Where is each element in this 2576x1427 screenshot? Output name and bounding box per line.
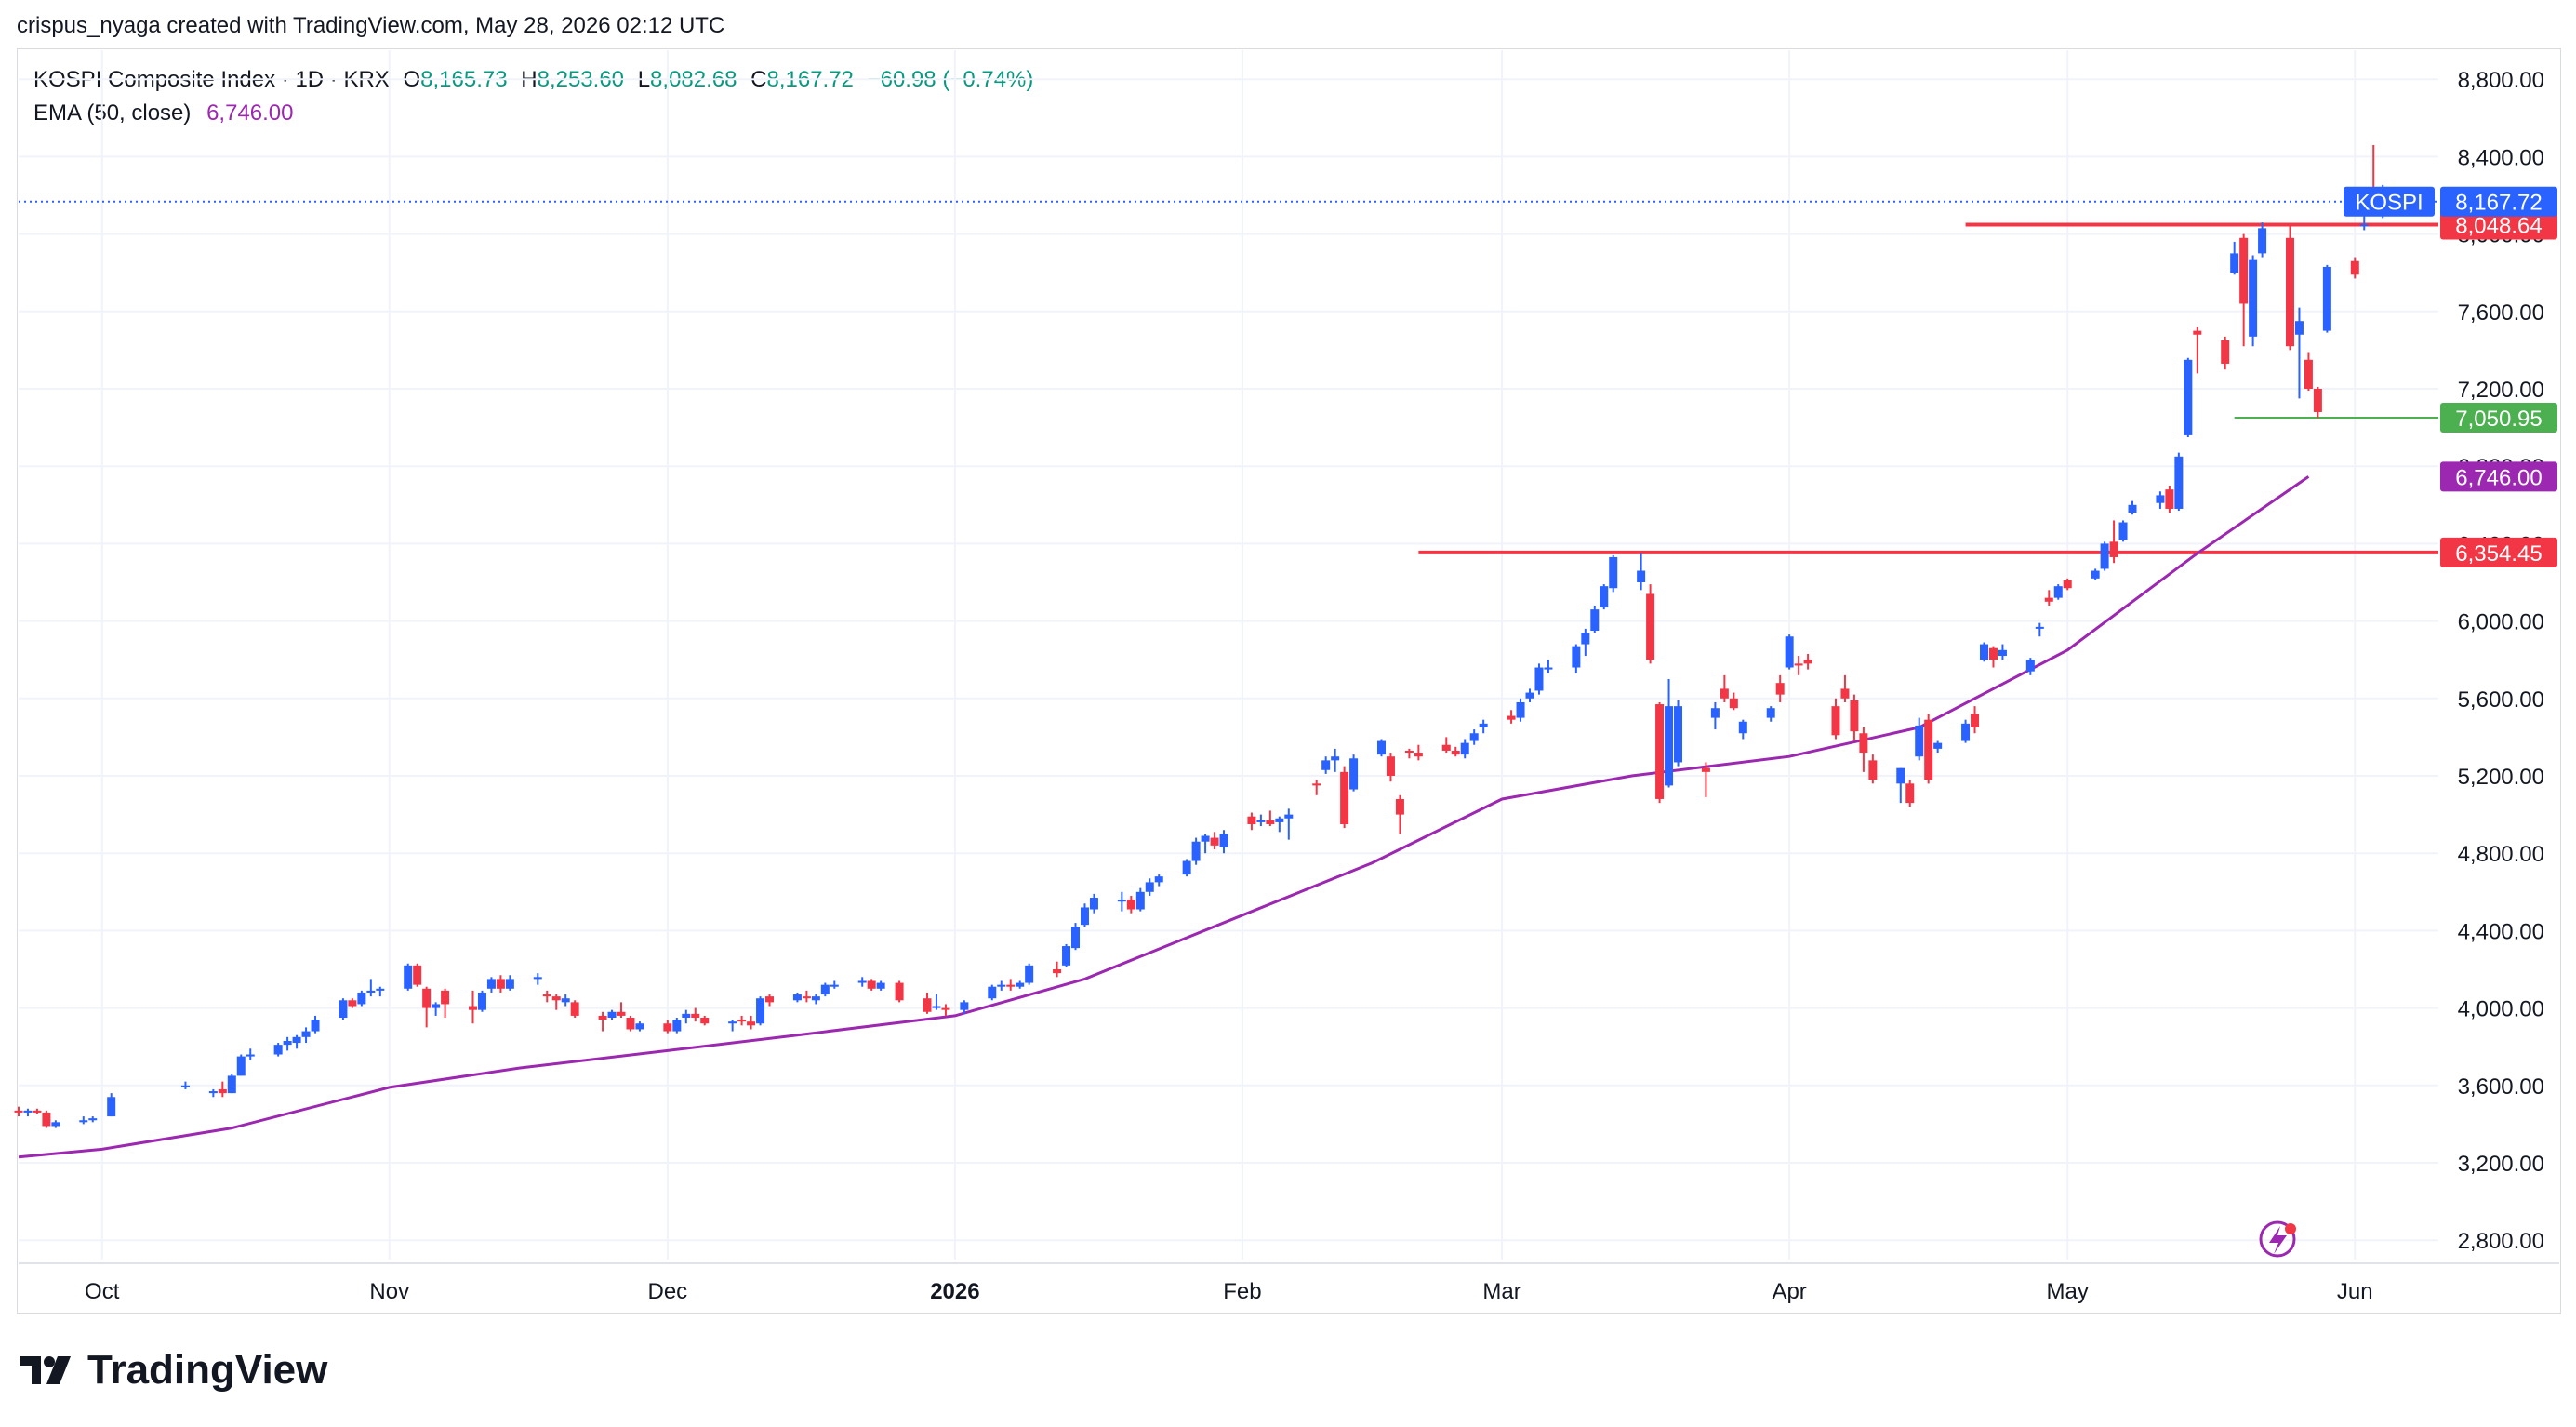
legend-close-label: C — [750, 67, 767, 92]
legend-ohlc-row: KOSPI Composite Index · 1D · KRX O8,165.… — [33, 63, 1033, 97]
legend-low: 8,082.68 — [650, 67, 737, 92]
legend-symbol[interactable]: KOSPI Composite Index · 1D · KRX — [33, 67, 390, 92]
legend-open-label: O — [403, 67, 421, 92]
legend-change: −60.98 (−0.74%) — [867, 67, 1034, 92]
tradingview-logo-icon — [20, 1356, 71, 1384]
legend-high: 8,253.60 — [537, 67, 625, 92]
chart-legend: KOSPI Composite Index · 1D · KRX O8,165.… — [33, 63, 1033, 130]
chart-frame — [17, 48, 2561, 1314]
tradingview-wordmark: TradingView — [87, 1347, 328, 1393]
legend-ema-row: EMA (50, close) 6,746.00 — [33, 97, 1033, 130]
chart-caption: crispus_nyaga created with TradingView.c… — [17, 13, 725, 38]
legend-close: 8,167.72 — [766, 67, 854, 92]
legend-ema-label[interactable]: EMA (50, close) — [33, 100, 192, 126]
legend-open: 8,165.73 — [420, 67, 508, 92]
legend-ema-value: 6,746.00 — [206, 100, 294, 126]
legend-high-label: H — [521, 67, 538, 92]
legend-low-label: L — [637, 67, 651, 92]
tradingview-brand[interactable]: TradingView — [20, 1347, 327, 1394]
